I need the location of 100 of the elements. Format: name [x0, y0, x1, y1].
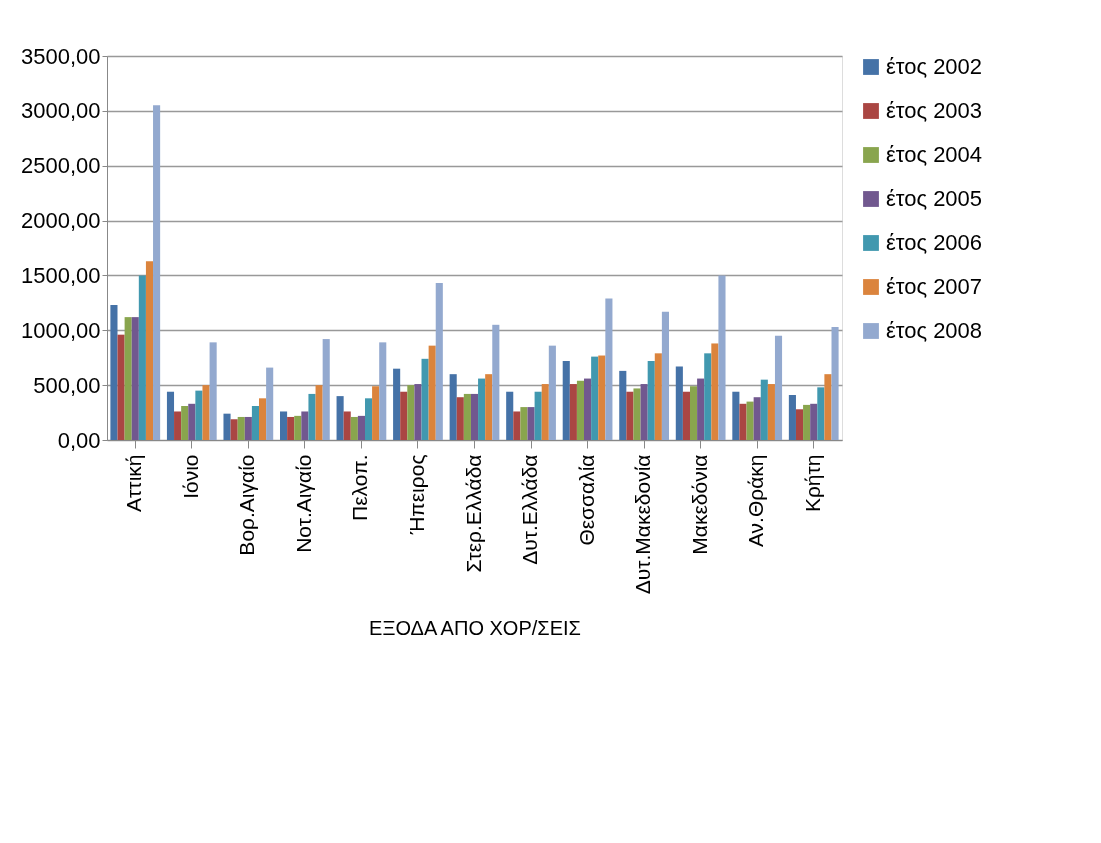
bar	[131, 317, 139, 440]
bar	[506, 391, 514, 440]
bar	[209, 342, 217, 440]
bar	[633, 388, 641, 440]
bar	[803, 404, 811, 440]
bar	[308, 393, 316, 440]
bar	[110, 305, 118, 440]
bar	[315, 385, 323, 440]
legend-label: έτος 2004	[886, 142, 983, 167]
bar	[166, 391, 175, 440]
y-tick-label: 2500,00	[20, 153, 101, 179]
bar	[350, 416, 358, 440]
x-tick-label: Στερ.Ελλάδα	[461, 454, 485, 573]
bar	[237, 416, 245, 440]
bar	[576, 380, 585, 440]
bar	[280, 411, 288, 440]
bar	[322, 339, 330, 440]
bar	[732, 391, 740, 440]
bar	[548, 345, 556, 440]
bar	[584, 378, 592, 440]
bar	[640, 384, 648, 440]
bar	[492, 324, 500, 440]
bar	[301, 411, 309, 440]
bar	[774, 335, 783, 440]
bar	[661, 311, 669, 440]
bar	[259, 398, 267, 440]
bar	[788, 395, 796, 440]
bar	[647, 361, 655, 440]
bar	[202, 385, 210, 440]
bar	[824, 374, 832, 440]
x-tick-label: Ήπειρος	[404, 454, 428, 536]
bar	[711, 343, 719, 440]
y-tick-label: 0,00	[57, 427, 101, 453]
legend-label: έτος 2007	[886, 274, 983, 299]
bar	[400, 391, 408, 440]
x-tick-label: Πελοπ.	[348, 454, 372, 521]
bar	[831, 326, 839, 440]
bar	[223, 413, 231, 440]
bar	[485, 374, 493, 440]
bar	[682, 391, 690, 440]
bar	[174, 411, 182, 440]
bar	[138, 275, 146, 440]
bar	[414, 384, 422, 440]
bar	[810, 403, 818, 440]
bar	[266, 367, 274, 440]
x-tick-label: Νοτ.Αιγαίο	[291, 454, 315, 553]
y-tick-label: 1500,00	[20, 262, 101, 288]
y-tick-label: 3500,00	[20, 43, 101, 69]
bar	[760, 379, 768, 440]
bar	[704, 353, 712, 440]
bar	[287, 416, 295, 440]
legend-label: έτος 2006	[886, 230, 983, 255]
bar	[364, 398, 373, 440]
bar	[591, 356, 599, 440]
y-tick-label: 3000,00	[20, 98, 101, 124]
legend-label: έτος 2003	[886, 98, 983, 123]
bar	[336, 396, 344, 440]
bar	[541, 384, 549, 440]
bar	[463, 393, 471, 440]
bar	[739, 403, 747, 440]
bar	[562, 361, 570, 440]
bar	[689, 386, 698, 440]
legend-label: έτος 2005	[886, 186, 983, 211]
bar	[379, 342, 387, 440]
bar	[626, 391, 634, 440]
bar	[654, 353, 662, 440]
bar	[372, 386, 380, 440]
bar	[124, 317, 132, 440]
bar	[244, 416, 252, 440]
bar	[598, 355, 606, 440]
bar	[343, 411, 351, 440]
y-tick-label: 2000,00	[20, 208, 101, 234]
bar	[153, 105, 161, 440]
x-tick-label: Δυτ.Ελλάδα	[518, 454, 542, 565]
bar	[435, 283, 443, 440]
bar	[605, 298, 613, 440]
bar	[145, 261, 154, 440]
bar	[195, 390, 203, 440]
bar	[181, 405, 189, 440]
bar	[746, 401, 754, 440]
bar	[619, 370, 627, 440]
x-axis-title: ΕΞΟΔΑ ΑΠΟ ΧΟΡ/ΣΕΙΣ	[369, 617, 581, 640]
legend-label: έτος 2008	[886, 318, 983, 343]
x-tick-label: Ιόνιο	[178, 454, 202, 499]
x-tick-label: Δυτ.Μακεδονία	[631, 454, 655, 595]
bar	[117, 334, 125, 440]
y-tick-label: 1000,00	[20, 317, 101, 343]
bar	[251, 405, 260, 440]
bar	[675, 366, 683, 440]
bar	[421, 358, 429, 440]
bar	[534, 391, 542, 440]
bar	[478, 378, 486, 440]
x-tick-label: Κρήτη	[800, 454, 824, 513]
y-tick-label: 500,00	[33, 372, 101, 398]
bar	[817, 387, 825, 440]
bar	[428, 345, 436, 440]
bar	[718, 275, 726, 440]
bar	[230, 419, 238, 440]
bar	[294, 415, 302, 440]
bar	[527, 407, 535, 440]
